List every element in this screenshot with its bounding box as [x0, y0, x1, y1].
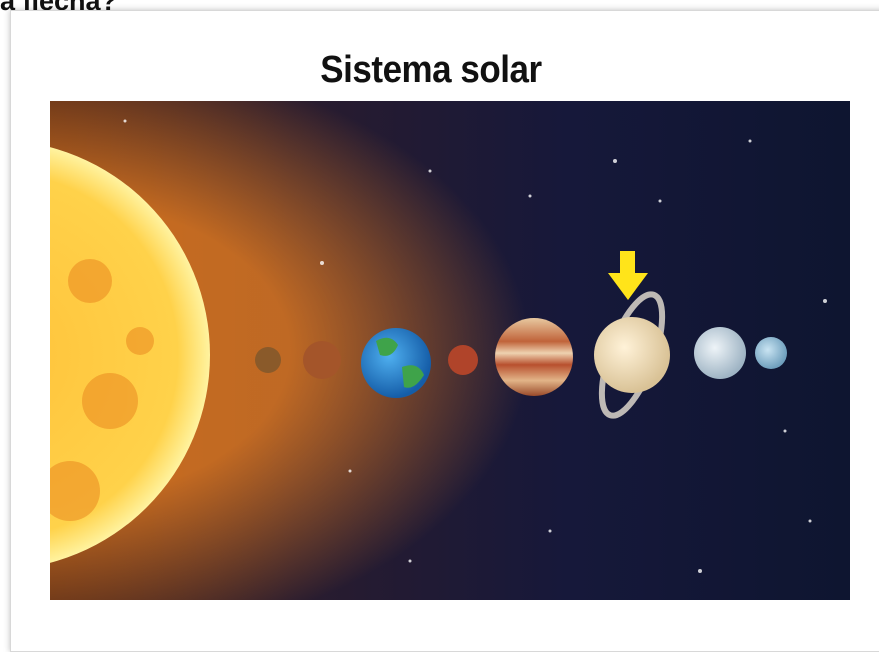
saturn [594, 317, 670, 393]
mars [448, 345, 478, 375]
card-title: Sistema solar [45, 49, 818, 92]
solar-system-image [50, 101, 850, 600]
uranus [694, 327, 746, 379]
page: a flecha? Sistema solar [0, 0, 879, 637]
mercury [255, 347, 281, 373]
earth [361, 328, 431, 398]
jupiter [495, 318, 573, 396]
venus [303, 341, 341, 379]
neptune [755, 337, 787, 369]
